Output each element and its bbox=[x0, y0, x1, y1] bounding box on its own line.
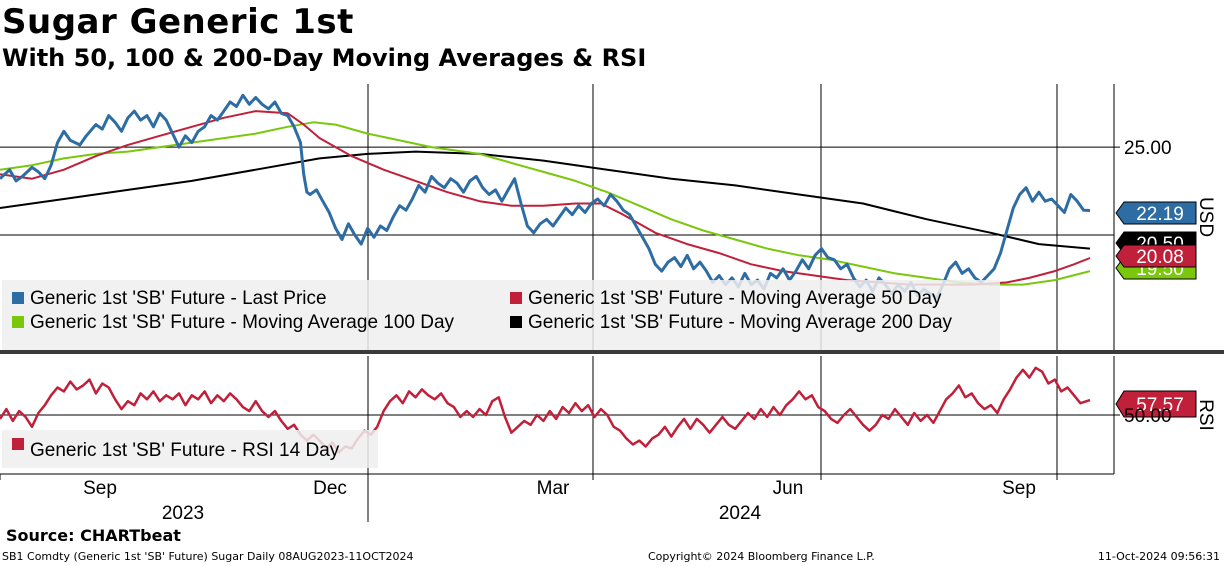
rsi-ytick-label: 50.00 bbox=[1124, 406, 1172, 427]
x-tick-label: Sep bbox=[1002, 478, 1036, 499]
legend-swatch bbox=[12, 292, 24, 304]
last-value-text: 57.57 bbox=[1136, 395, 1184, 416]
x-tick-label: Mar bbox=[537, 478, 570, 499]
footer-timestamp: 11-Oct-2024 09:56:31 bbox=[1097, 550, 1220, 563]
rsi-axis-label: RSI bbox=[1195, 399, 1216, 431]
legend-label: Generic 1st 'SB' Future - RSI 14 Day bbox=[30, 440, 340, 461]
chart-title: Sugar Generic 1st bbox=[2, 2, 354, 42]
footer-copyright: Copyright© 2024 Bloomberg Finance L.P. bbox=[648, 550, 875, 563]
rsi-14-day-line bbox=[0, 366, 1091, 454]
price-ytick-label: 25.00 bbox=[1124, 138, 1172, 159]
legend-label: Generic 1st 'SB' Future - Moving Average… bbox=[528, 312, 953, 333]
legend-label: Generic 1st 'SB' Future - Moving Average… bbox=[528, 288, 942, 309]
moving-average-200-day-line bbox=[0, 150, 1091, 250]
axis-ticks: 25.00 50.00 Sep Dec Mar Jun Sep 2023 2024 bbox=[0, 138, 1172, 524]
x-tick-label: Sep bbox=[83, 478, 117, 499]
legend: Generic 1st 'SB' Future - Last Price Gene… bbox=[2, 280, 1000, 468]
legend-swatch bbox=[12, 438, 24, 450]
legend-label: Generic 1st 'SB' Future - Last Price bbox=[30, 288, 327, 309]
last-value-tag bbox=[1115, 201, 1197, 225]
price-legend-box bbox=[2, 280, 1000, 350]
series-layer bbox=[0, 93, 1091, 454]
legend-swatch bbox=[12, 316, 24, 328]
chart-subtitle: With 50, 100 & 200-Day Moving Averages &… bbox=[2, 44, 647, 72]
x-year-label: 2023 bbox=[162, 503, 204, 524]
x-year-label: 2024 bbox=[719, 503, 762, 524]
footer-ticker: SB1 Comdty (Generic 1st 'SB' Future) Sug… bbox=[2, 550, 414, 563]
legend-swatch bbox=[510, 316, 522, 328]
moving-average-50-day-line bbox=[0, 110, 1091, 286]
rsi-legend-box bbox=[2, 430, 378, 468]
x-tick-label: Dec bbox=[313, 478, 347, 499]
price-axis-label: USD bbox=[1195, 197, 1216, 237]
panel-divider bbox=[0, 350, 1224, 354]
last-price-line bbox=[0, 93, 1091, 300]
last-value-tag bbox=[1115, 244, 1197, 268]
legend-swatch bbox=[510, 292, 522, 304]
x-tick-label: Jun bbox=[773, 478, 804, 499]
last-value-tag bbox=[1115, 390, 1197, 418]
legend-label: Generic 1st 'SB' Future - Moving Average… bbox=[30, 312, 455, 333]
last-value-text: 22.19 bbox=[1136, 204, 1184, 225]
last-value-text: 20.08 bbox=[1136, 247, 1184, 268]
source-note: Source: CHARTbeat bbox=[6, 526, 181, 545]
